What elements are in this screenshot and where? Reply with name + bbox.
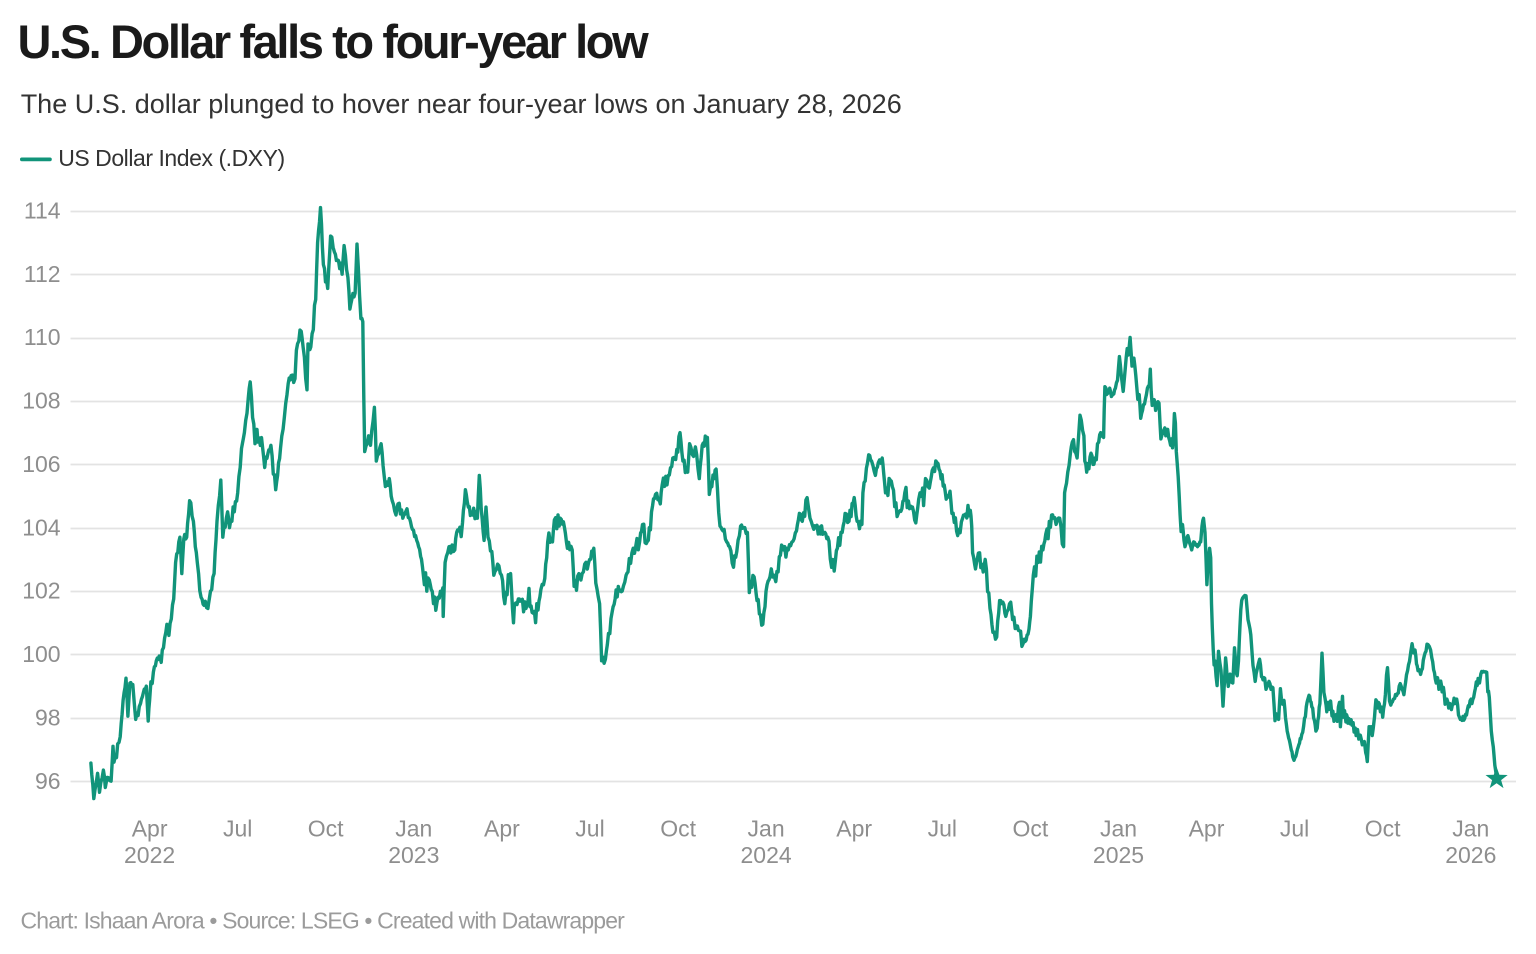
- svg-text:Jul: Jul: [1280, 816, 1309, 842]
- svg-text:96: 96: [35, 768, 61, 794]
- svg-text:Oct: Oct: [1365, 816, 1401, 842]
- svg-text:Oct: Oct: [1013, 816, 1049, 842]
- svg-text:The U.S. dollar plunged to hov: The U.S. dollar plunged to hover near fo…: [21, 89, 902, 119]
- svg-text:2026: 2026: [1445, 842, 1496, 868]
- svg-text:Jan: Jan: [1452, 816, 1489, 842]
- svg-text:Jan: Jan: [748, 816, 785, 842]
- svg-text:2022: 2022: [124, 842, 175, 868]
- svg-text:108: 108: [22, 388, 60, 414]
- svg-text:106: 106: [22, 451, 60, 477]
- svg-text:U.S. Dollar falls to four-year: U.S. Dollar falls to four-year low: [18, 15, 650, 68]
- svg-text:Chart: Ishaan Arora • Source:: Chart: Ishaan Arora • Source: LSEG • Cre…: [21, 908, 626, 934]
- svg-text:102: 102: [22, 578, 60, 604]
- svg-text:Jan: Jan: [395, 816, 432, 842]
- svg-text:Jul: Jul: [223, 816, 252, 842]
- svg-text:98: 98: [35, 704, 61, 730]
- svg-text:Apr: Apr: [484, 816, 520, 842]
- svg-text:Oct: Oct: [308, 816, 344, 842]
- svg-text:2025: 2025: [1093, 842, 1144, 868]
- svg-text:2024: 2024: [741, 842, 792, 868]
- svg-text:Apr: Apr: [132, 816, 168, 842]
- svg-text:114: 114: [24, 197, 61, 223]
- svg-text:US Dollar Index (.DXY): US Dollar Index (.DXY): [58, 145, 285, 171]
- svg-text:Apr: Apr: [836, 816, 872, 842]
- svg-text:100: 100: [22, 641, 60, 667]
- svg-text:2023: 2023: [388, 842, 439, 868]
- svg-text:Apr: Apr: [1189, 816, 1225, 842]
- svg-text:Jul: Jul: [928, 816, 957, 842]
- svg-text:112: 112: [24, 261, 61, 287]
- svg-text:104: 104: [22, 514, 61, 540]
- svg-text:Oct: Oct: [660, 816, 696, 842]
- svg-text:Jul: Jul: [575, 816, 604, 842]
- svg-text:Jan: Jan: [1100, 816, 1137, 842]
- svg-text:110: 110: [24, 324, 61, 350]
